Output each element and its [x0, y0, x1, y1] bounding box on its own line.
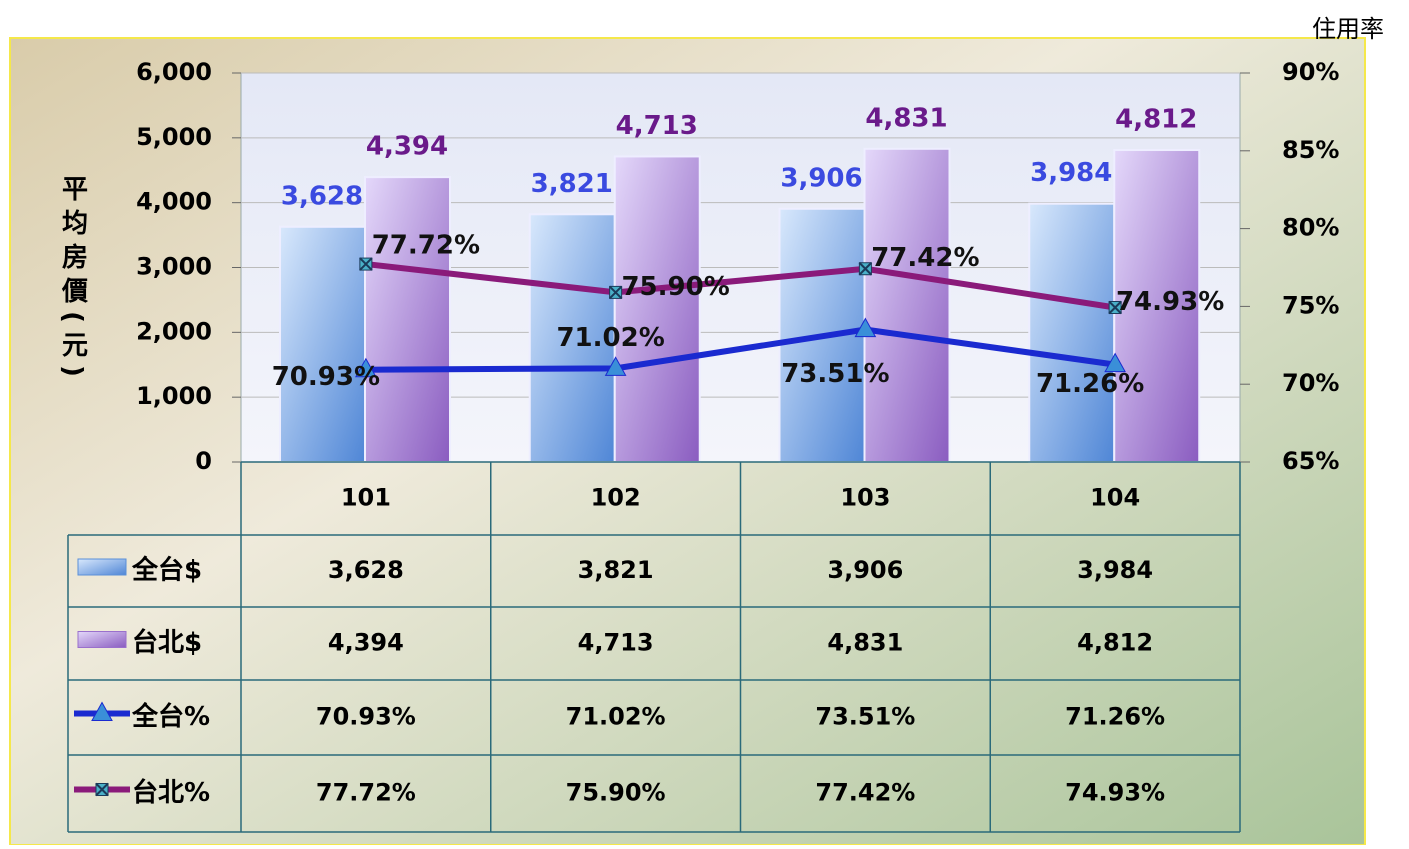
- bar: [279, 225, 366, 463]
- y-tick-label: 5,000: [136, 123, 212, 151]
- table-cell: 77.72%: [316, 779, 416, 807]
- marker: [858, 262, 873, 276]
- data-label: 3,821: [531, 169, 613, 199]
- data-label: 74.93%: [1116, 287, 1224, 317]
- table-cell: 77.42%: [815, 779, 915, 807]
- table-cell: 71.02%: [566, 703, 666, 731]
- table-cell: 70.93%: [316, 703, 416, 731]
- data-label: 4,394: [366, 132, 448, 162]
- table-cell: 4,812: [1077, 629, 1153, 657]
- data-label: 77.42%: [871, 243, 979, 273]
- bar: [1113, 149, 1201, 463]
- y2-axis-label: 住用率: [1312, 15, 1384, 43]
- marker: [1108, 300, 1122, 315]
- data-label: 71.02%: [556, 323, 664, 353]
- marker: [95, 782, 109, 797]
- marker: [604, 356, 627, 376]
- data-label: 4,831: [865, 103, 947, 133]
- bar: [528, 213, 616, 463]
- x-tick-label: 104: [1090, 484, 1140, 512]
- table-cell: 73.51%: [815, 703, 915, 731]
- y2-tick-label: 85%: [1282, 136, 1339, 164]
- table-cell: 4,394: [328, 629, 404, 657]
- data-label: 3,906: [780, 163, 862, 193]
- legend-label: 台北$: [132, 627, 202, 658]
- y2-tick-label: 80%: [1282, 214, 1339, 242]
- y2-tick-label: 65%: [1282, 447, 1339, 475]
- table-cell: 3,984: [1077, 556, 1153, 584]
- marker: [1104, 352, 1126, 373]
- data-label: 3,984: [1030, 158, 1112, 188]
- marker: [91, 701, 113, 721]
- bar: [863, 147, 951, 463]
- table-cell: 75.90%: [566, 779, 666, 807]
- legend-swatch: [77, 631, 127, 648]
- marker: [854, 317, 877, 338]
- table-cell: 4,831: [827, 629, 903, 657]
- data-label: 73.51%: [781, 359, 889, 389]
- legend-label: 全台%: [131, 701, 210, 732]
- y-tick-label: 3,000: [136, 253, 212, 281]
- y-axis-label: 平均房價(元): [58, 175, 89, 385]
- bar: [364, 176, 451, 463]
- data-label: 4,713: [616, 111, 698, 141]
- data-label: 75.90%: [621, 272, 729, 302]
- data-label: 71.26%: [1036, 369, 1144, 399]
- y-tick-label: 2,000: [136, 317, 212, 345]
- table-cell: 4,713: [578, 629, 654, 657]
- table-cell: 3,628: [328, 556, 404, 584]
- data-label: 4,812: [1115, 105, 1197, 135]
- bar: [1028, 202, 1116, 463]
- line: [365, 326, 1116, 373]
- table-cell: 71.26%: [1065, 703, 1165, 731]
- marker: [355, 357, 377, 378]
- legend-label: 全台$: [131, 555, 202, 586]
- table-cell: 3,821: [578, 556, 654, 584]
- line: [365, 261, 1116, 311]
- table-cell: 3,906: [827, 556, 903, 584]
- data-label: 3,628: [281, 181, 363, 211]
- bar: [613, 155, 701, 464]
- marker: [608, 285, 623, 300]
- table-cell: 74.93%: [1065, 779, 1165, 807]
- x-tick-label: 102: [591, 484, 641, 512]
- y-tick-label: 0: [195, 447, 212, 475]
- x-tick-label: 101: [341, 484, 391, 512]
- y-tick-label: 6,000: [136, 58, 212, 86]
- legend-label: 台北%: [132, 777, 210, 808]
- y2-tick-label: 70%: [1282, 369, 1339, 397]
- data-label: 77.72%: [372, 231, 480, 261]
- y2-tick-label: 75%: [1282, 291, 1339, 319]
- marker: [359, 257, 373, 271]
- y2-tick-label: 90%: [1282, 58, 1339, 86]
- legend-swatch: [77, 558, 127, 576]
- y-tick-label: 1,000: [136, 382, 212, 410]
- x-tick-label: 103: [840, 484, 890, 512]
- data-label: 70.93%: [272, 362, 380, 392]
- y-tick-label: 4,000: [136, 188, 212, 216]
